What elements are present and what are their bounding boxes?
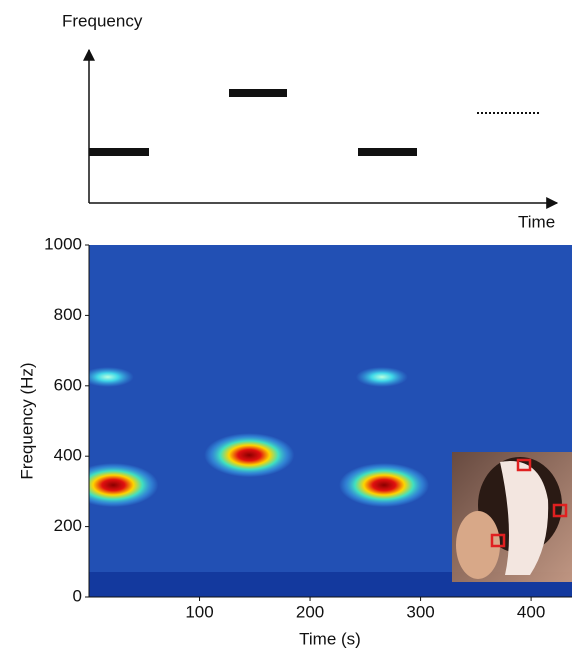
y-tick-label: 200 — [54, 516, 82, 535]
harmonic — [89, 367, 134, 387]
y-axis-label: Frequency (Hz) — [17, 362, 36, 479]
y-tick-label: 600 — [54, 375, 82, 394]
y-tick-label: 800 — [54, 305, 82, 324]
harmonic — [355, 367, 408, 387]
peak — [204, 433, 295, 478]
y-tick-label: 400 — [54, 446, 82, 465]
x-axis-label: Time (s) — [299, 629, 361, 648]
x-tick-label: 100 — [185, 602, 213, 621]
tone-bar — [89, 148, 149, 156]
y-axis-label: Frequency — [62, 11, 143, 30]
peak — [339, 463, 430, 508]
y-tick-label: 0 — [73, 586, 82, 605]
x-tick-label: 300 — [406, 602, 434, 621]
x-tick-label: 400 — [517, 602, 545, 621]
x-tick-label: 200 — [296, 602, 324, 621]
tone-bar — [229, 89, 287, 97]
inset-photo — [452, 452, 572, 582]
tone-bar — [358, 148, 417, 156]
x-axis-label: Time — [518, 212, 555, 231]
peak — [89, 463, 159, 508]
y-tick-label: 1000 — [44, 234, 82, 253]
